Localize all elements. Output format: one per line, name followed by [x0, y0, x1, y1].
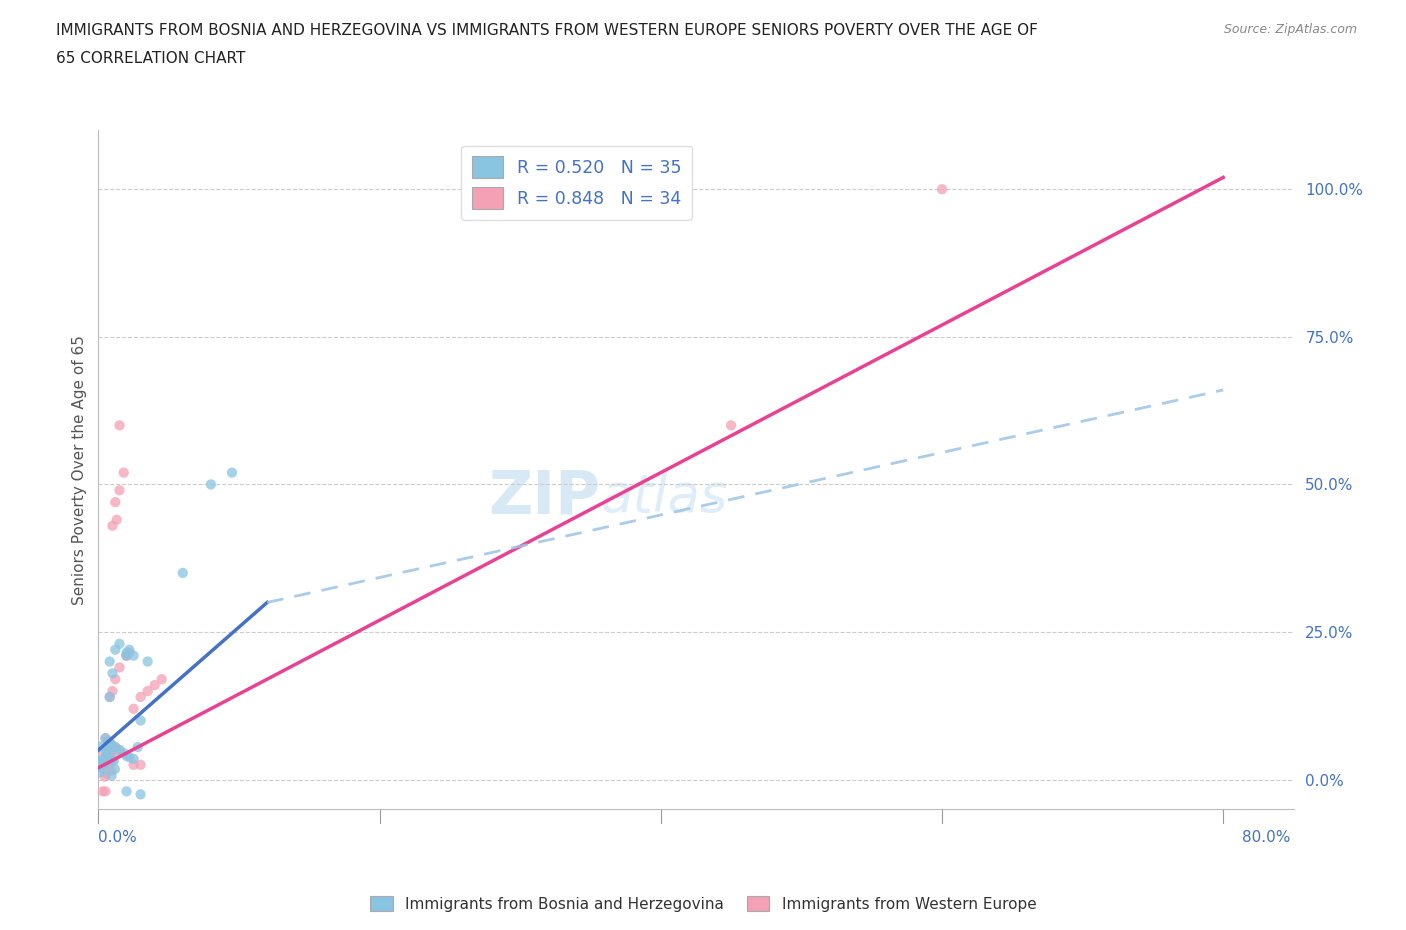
Point [94, 731, 117, 746]
Point [94, 742, 117, 757]
Point [91, 784, 114, 799]
Point [136, 654, 159, 669]
Point [104, 739, 127, 754]
Point [93, 769, 115, 784]
Point [96, 739, 118, 754]
Point [98, 689, 121, 704]
Point [91, 757, 114, 772]
Point [97, 755, 120, 770]
Text: 65 CORRELATION CHART: 65 CORRELATION CHART [56, 51, 246, 66]
Text: Source: ZipAtlas.com: Source: ZipAtlas.com [1223, 23, 1357, 36]
Point [98, 748, 121, 763]
Point [101, 518, 124, 533]
Point [172, 565, 194, 580]
Point [97, 734, 120, 749]
Point [101, 666, 124, 681]
Point [94, 750, 117, 764]
Point [115, 784, 138, 799]
Point [136, 684, 159, 698]
Point [112, 465, 135, 480]
Point [108, 636, 131, 651]
Point [129, 689, 152, 704]
Point [105, 512, 128, 527]
Point [104, 762, 127, 777]
Legend: Immigrants from Bosnia and Herzegovina, Immigrants from Western Europe: Immigrants from Bosnia and Herzegovina, … [364, 889, 1042, 918]
Point [89, 739, 111, 754]
Point [103, 753, 125, 768]
Point [101, 754, 124, 769]
Point [96, 745, 118, 760]
Point [103, 747, 125, 762]
Point [93, 752, 115, 767]
Point [127, 739, 149, 754]
Point [100, 738, 122, 753]
Point [97, 734, 120, 749]
Point [122, 648, 145, 663]
Point [200, 477, 222, 492]
Point [129, 757, 152, 772]
Point [94, 731, 117, 746]
Point [91, 757, 114, 772]
Point [108, 660, 131, 675]
Point [720, 418, 742, 432]
Point [143, 678, 166, 693]
Point [104, 495, 127, 510]
Point [94, 763, 117, 777]
Point [98, 756, 121, 771]
Point [104, 671, 127, 686]
Point [100, 764, 122, 778]
Point [104, 643, 127, 658]
Point [100, 737, 122, 751]
Text: ZIP: ZIP [488, 467, 600, 526]
Point [108, 483, 131, 498]
Point [94, 784, 117, 799]
Point [96, 766, 118, 781]
Point [94, 749, 117, 764]
Point [104, 739, 127, 754]
Text: IMMIGRANTS FROM BOSNIA AND HERZEGOVINA VS IMMIGRANTS FROM WESTERN EUROPE SENIORS: IMMIGRANTS FROM BOSNIA AND HERZEGOVINA V… [56, 23, 1038, 38]
Point [122, 757, 145, 772]
Point [89, 753, 111, 768]
Point [98, 689, 121, 704]
Text: 80.0%: 80.0% [1243, 830, 1291, 844]
Point [118, 750, 141, 764]
Point [93, 745, 115, 760]
Point [115, 749, 138, 764]
Text: atlas: atlas [600, 471, 728, 523]
Point [129, 713, 152, 728]
Text: 0.0%: 0.0% [98, 830, 138, 844]
Point [91, 755, 114, 770]
Point [108, 743, 131, 758]
Point [108, 418, 131, 432]
Point [98, 654, 121, 669]
Point [96, 751, 118, 766]
Point [101, 684, 124, 698]
Point [118, 643, 141, 658]
Point [122, 751, 145, 766]
Point [108, 743, 131, 758]
Point [100, 768, 122, 783]
Point [115, 648, 138, 663]
Point [129, 787, 152, 802]
Point [100, 746, 122, 761]
Point [94, 752, 117, 767]
Point [115, 648, 138, 663]
Point [118, 645, 141, 660]
Point [122, 701, 145, 716]
Point [112, 746, 135, 761]
Point [89, 764, 111, 779]
Point [931, 181, 953, 196]
Point [150, 671, 173, 686]
Point [86, 761, 108, 776]
Point [100, 737, 122, 751]
Point [91, 752, 114, 767]
Point [115, 648, 138, 663]
Legend: R = 0.520   N = 35, R = 0.848   N = 34: R = 0.520 N = 35, R = 0.848 N = 34 [461, 146, 692, 219]
Y-axis label: Seniors Poverty Over the Age of 65: Seniors Poverty Over the Age of 65 [72, 335, 87, 604]
Point [115, 645, 138, 660]
Point [221, 465, 243, 480]
